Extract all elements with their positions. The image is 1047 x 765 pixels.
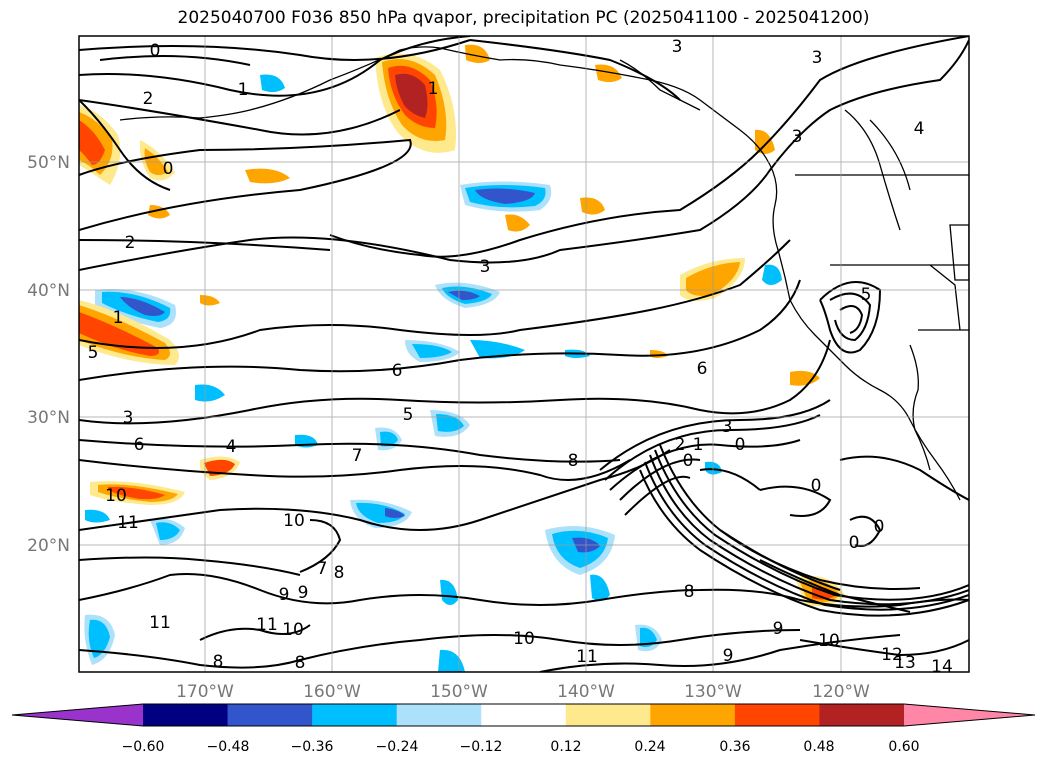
colorbar-tick-label: −0.36 — [291, 739, 334, 755]
lon-label: 140°W — [557, 682, 615, 702]
contour-label: 0 — [735, 435, 746, 455]
lon-label: 130°W — [684, 682, 742, 702]
contour-label: 3 — [672, 37, 683, 57]
precip-shading — [79, 44, 845, 672]
longitude-labels: 170°W 160°W 150°W 140°W 130°W 120°W — [176, 682, 870, 702]
map-frame — [78, 35, 970, 673]
lat-label: 30°N — [27, 408, 70, 428]
lat-label: 50°N — [27, 153, 70, 173]
contour-label: 0 — [683, 451, 694, 471]
colorbar-tick-labels: −0.60 −0.48 −0.36 −0.24 −0.12 0.12 0.24 … — [122, 739, 920, 755]
colorbar-tick-label: −0.48 — [207, 739, 250, 755]
lon-label: 150°W — [430, 682, 488, 702]
map-title: 2025040700 F036 850 hPa qvapor, precipit… — [177, 8, 870, 28]
lon-label: 160°W — [303, 682, 361, 702]
contour-label: 8 — [684, 582, 695, 602]
contour-labels: 0 1 2 3 3 3 4 2 3 1 0 1 5 6 3 5 6 4 7 8 … — [88, 37, 953, 677]
contour-label: 11 — [149, 613, 171, 633]
contour-label: 4 — [914, 119, 925, 139]
lat-label: 20°N — [27, 536, 70, 556]
contour-label: 10 — [282, 620, 304, 640]
contour-label: 9 — [298, 583, 309, 603]
contour-label: 8 — [568, 451, 579, 471]
contour-label: 3 — [722, 417, 733, 437]
coastlines — [119, 46, 969, 501]
contour-label: 0 — [849, 533, 860, 553]
contour-label: 11 — [576, 647, 598, 667]
contour-label: 8 — [295, 653, 306, 673]
colorbar-extend-low — [12, 704, 143, 726]
colorbar-outline — [11, 703, 1036, 727]
contour-label: 9 — [723, 646, 734, 666]
colorbar-tick-label: 0.12 — [550, 739, 581, 755]
contour-label: 8 — [334, 563, 345, 583]
contour-label: 10 — [818, 631, 840, 651]
colorbar-tick-label: −0.12 — [460, 739, 503, 755]
contour-label: 2 — [125, 233, 136, 253]
colorbar-swatch — [143, 704, 229, 726]
contour-label: 7 — [317, 559, 328, 579]
colorbar-tick-label: −0.60 — [122, 739, 165, 755]
map-area: 0 1 2 3 3 3 4 2 3 1 0 1 5 6 3 5 6 4 7 8 … — [79, 36, 969, 677]
contour-label: 10 — [105, 486, 127, 506]
contour-label: 2 — [143, 89, 154, 109]
contour-label: 9 — [773, 619, 784, 639]
colorbar-swatch — [227, 704, 313, 726]
contour-label: 0 — [811, 476, 822, 496]
contour-label: 1 — [428, 79, 439, 99]
contour-label: 0 — [163, 159, 174, 179]
contour-label: 5 — [403, 405, 414, 425]
contour-label: 9 — [279, 585, 290, 605]
colorbar-swatch — [565, 704, 651, 726]
contour-label: 10 — [283, 511, 305, 531]
lat-label: 40°N — [27, 281, 70, 301]
colorbar-tick-label: 0.48 — [803, 739, 834, 755]
lon-label: 120°W — [812, 682, 870, 702]
latitude-labels: 50°N 40°N 30°N 20°N — [27, 153, 70, 556]
colorbar-swatch — [481, 704, 567, 726]
contour-label: 5 — [861, 285, 872, 305]
colorbar-swatch — [312, 704, 398, 726]
contour-label: 7 — [352, 446, 363, 466]
contour-label: 6 — [697, 359, 708, 379]
contour-label: 0 — [874, 517, 885, 537]
qvapor-contours — [79, 36, 969, 672]
contour-label: 8 — [213, 652, 224, 672]
colorbar-swatch — [819, 704, 905, 726]
contour-label: 3 — [812, 48, 823, 68]
lon-label: 170°W — [176, 682, 234, 702]
contour-label: 4 — [226, 437, 237, 457]
contour-label: 0 — [150, 41, 161, 61]
contour-label: 6 — [134, 435, 145, 455]
contour-label: 14 — [931, 657, 953, 677]
contour-label: 3 — [123, 408, 134, 428]
contour-label: 2 — [675, 435, 686, 455]
contour-label: 10 — [513, 629, 535, 649]
contour-label: 3 — [480, 257, 491, 277]
contour-label: 11 — [117, 513, 139, 533]
colorbar-tick-label: 0.24 — [634, 739, 665, 755]
contour-label: 3 — [792, 127, 803, 147]
contour-label: 5 — [88, 343, 99, 363]
contour-label: 11 — [256, 615, 278, 635]
contour-label: 1 — [238, 80, 249, 100]
colorbar-swatch — [734, 704, 820, 726]
colorbar-swatch — [650, 704, 736, 726]
contour-label: 13 — [894, 653, 916, 673]
colorbar-extend-high — [904, 704, 1035, 726]
contour-label: 12 — [881, 645, 903, 665]
colorbar — [11, 703, 1036, 727]
colorbar-tick-label: 0.36 — [719, 739, 750, 755]
contour-label: 6 — [392, 361, 403, 381]
contour-label: 1 — [693, 435, 704, 455]
colorbar-swatch — [396, 704, 482, 726]
colorbar-tick-label: 0.60 — [888, 739, 919, 755]
graticule — [79, 36, 969, 672]
contour-label: 1 — [113, 308, 124, 328]
colorbar-tick-label: −0.24 — [376, 739, 419, 755]
